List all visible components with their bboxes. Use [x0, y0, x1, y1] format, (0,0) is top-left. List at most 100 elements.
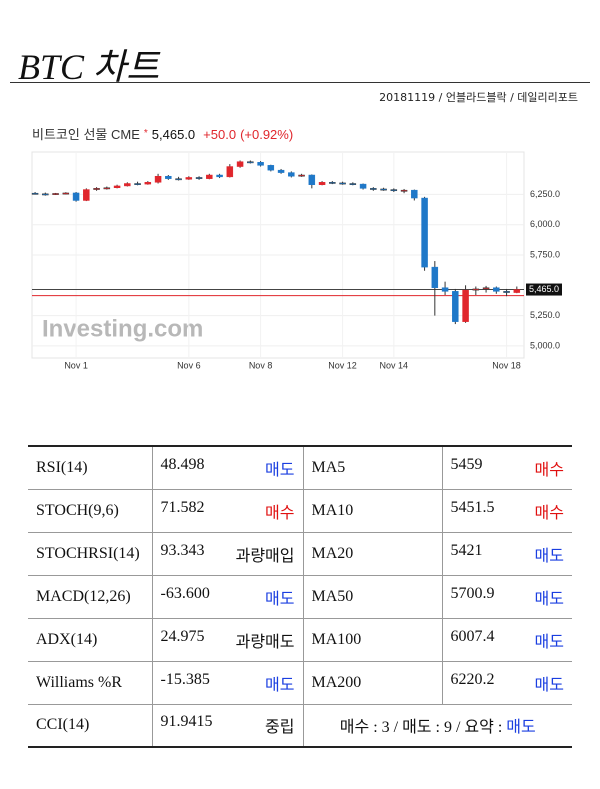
candle-body [165, 175, 172, 179]
candle-body [421, 197, 428, 268]
indicator-value: 91.9415 [160, 713, 213, 731]
candle-body [329, 182, 336, 184]
indicator-value: 5459 [450, 455, 483, 473]
indicator-value: 24.975 [160, 627, 205, 645]
indicator-cell: 91.9415 중립 [151, 704, 303, 748]
indicator-cell: 48.498 매도 [151, 446, 303, 490]
signal: 매도 [265, 590, 295, 608]
candle-body [298, 174, 305, 177]
x-tick-label: Nov 8 [249, 360, 273, 370]
indicator-name: MACD(12,26) [28, 575, 152, 619]
candle-body [62, 192, 70, 195]
candle-body [318, 182, 326, 185]
candle-body [493, 287, 500, 292]
indicator-name: STOCH(9,6) [28, 489, 152, 533]
indicator-name: STOCHRSI(14) [28, 532, 152, 576]
row: ADX(14) 24.975 과량매도 MA100 6007.4 매도 [28, 618, 572, 662]
signal: 매도 [534, 633, 564, 651]
row: STOCH(9,6) 71.582 매수 MA10 5451.5 매수 [28, 489, 572, 533]
candle-body [472, 288, 480, 291]
indicator-value: -63.600 [160, 584, 210, 602]
candle-body [226, 166, 234, 178]
indicator-cell: 5421 매도 [441, 532, 572, 576]
signal: 매도 [534, 590, 564, 608]
candle-body [42, 193, 49, 196]
signal: 매도 [265, 676, 295, 694]
indicator-value: 93.343 [160, 541, 205, 559]
indicator-name: MA10 [302, 489, 442, 533]
indicator-value: 6007.4 [450, 627, 495, 645]
candle-body [370, 188, 377, 190]
candle-body [267, 165, 275, 171]
indicator-value: 5421 [450, 541, 483, 559]
indicator-cell: 5459 매수 [441, 446, 572, 490]
title-rule [10, 82, 590, 83]
indicator-name: RSI(14) [28, 446, 152, 490]
watermark: Investing.com [42, 315, 203, 342]
candle-body [216, 174, 223, 178]
candle-body [236, 161, 244, 167]
candle-body [349, 183, 357, 185]
candle-body [93, 188, 100, 190]
indicator-cell: 5451.5 매수 [441, 489, 572, 533]
instrument-name: 비트코인 선물 CME [32, 127, 140, 142]
candle-body [380, 188, 387, 191]
candle-body [390, 189, 398, 192]
candle-body [462, 289, 469, 322]
indicator-name: MA100 [302, 618, 442, 662]
indicator-table: RSI(14) 48.498 매도 MA5 5459 매수 STOCH(9,6) 7… [28, 445, 572, 748]
page-title: BTC 차트 [18, 47, 160, 87]
signal: 중립 [265, 719, 295, 737]
indicator-cell: 93.343 과량매입 [151, 532, 303, 576]
candle-body [257, 162, 264, 166]
indicator-name: ADX(14) [28, 618, 152, 662]
indicator-value: 48.498 [160, 455, 205, 473]
candle-body [185, 177, 193, 180]
indicator-cell: 71.582 매수 [151, 489, 303, 533]
row: Williams %R -15.385 매도 MA200 6220.2 매도 [28, 661, 572, 705]
x-tick-label: Nov 18 [492, 360, 521, 370]
indicator-value: 5451.5 [450, 498, 495, 516]
indicator-cell: 5700.9 매도 [441, 575, 572, 619]
indicator-name: CCI(14) [28, 704, 152, 748]
indicator-value: -15.385 [160, 670, 210, 688]
signal: 매도 [265, 461, 295, 479]
x-tick-label: Nov 6 [177, 360, 201, 370]
indicator-cell: -15.385 매도 [151, 661, 303, 705]
candle-body [452, 291, 459, 322]
change: +50.0 [203, 127, 236, 142]
indicator-cell: 6007.4 매도 [441, 618, 572, 662]
summary-signal: 매도 [506, 719, 536, 737]
indicator-name: MA20 [302, 532, 442, 576]
candle-body [288, 172, 295, 177]
candle-body [400, 189, 408, 192]
candle-body [175, 178, 182, 181]
row: MACD(12,26) -63.600 매도 MA50 5700.9 매도 [28, 575, 572, 619]
x-tick-label: Nov 14 [380, 360, 409, 370]
indicator-cell: 6220.2 매도 [441, 661, 572, 705]
x-tick-label: Nov 12 [328, 360, 357, 370]
candle-body [154, 175, 162, 183]
candle-body [431, 266, 439, 288]
summary-text: 매수 : 3 / 매도 : 9 / 요약 : [339, 719, 503, 737]
price-tag [526, 283, 562, 296]
candle-body [206, 174, 213, 179]
row: STOCHRSI(14) 93.343 과량매입 MA20 5421 매도 [28, 532, 572, 576]
candle-body [359, 183, 367, 189]
indicator-name: MA200 [302, 661, 442, 705]
row: CCI(14) 91.9415 중립 매수 : 3 / 매도 : 9 / 요약 :… [28, 704, 572, 748]
candle-body [513, 289, 521, 293]
signal: 매수 [265, 504, 295, 522]
y-tick-label: 5,750.0 [530, 249, 560, 259]
candle-body [503, 291, 510, 293]
candle-body [83, 189, 90, 201]
chart: 비트코인 선물 CME * 5,465.0 +50.0 (+0.92%) Investin… [31, 127, 562, 370]
change-pct: (+0.92%) [240, 127, 293, 142]
indicator-cell: -63.600 매도 [151, 575, 303, 619]
candle-body [134, 183, 141, 185]
candle-body [441, 287, 449, 292]
indicator-name: MA5 [302, 446, 442, 490]
candle-body [72, 192, 80, 201]
candle-body [103, 187, 111, 190]
